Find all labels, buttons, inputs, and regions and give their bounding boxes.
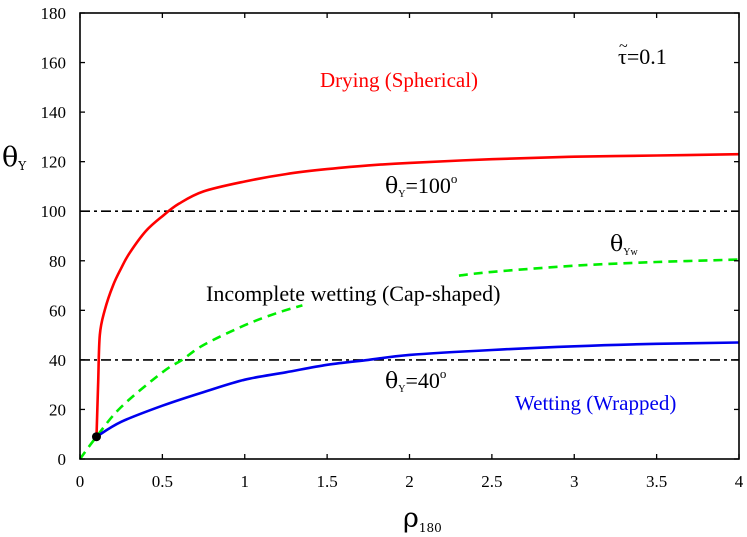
series-wetting-boundary xyxy=(95,341,740,438)
y-tick-label: 60 xyxy=(49,301,66,320)
series-theta-yw xyxy=(458,258,740,277)
axis-titles: θY ρ180 xyxy=(2,142,442,535)
x-axis-title: ρ180 xyxy=(403,503,442,535)
y-tick-label: 100 xyxy=(41,202,67,221)
y-tick-label: 120 xyxy=(41,153,67,172)
series-drying-boundary xyxy=(95,152,740,437)
annotation-theta100: θY=100o xyxy=(385,171,457,200)
annotation-incomplete: Incomplete wetting (Cap-shaped) xyxy=(206,281,500,306)
x-tick-label: 1.5 xyxy=(317,472,338,491)
y-axis-title: θY xyxy=(2,142,27,173)
y-tick-label: 180 xyxy=(41,4,67,23)
y-tick-label: 40 xyxy=(49,351,66,370)
tick-labels: 0 0.5 1 1.5 2 2.5 3 3.5 402040608010012014016018… xyxy=(41,4,744,491)
y-tick-label: 20 xyxy=(49,400,66,419)
annotation-tau: τ=0.1 xyxy=(618,44,667,69)
x-tick-label: 0 xyxy=(76,472,85,491)
x-tick-label: 1 xyxy=(241,472,250,491)
y-tick-label: 80 xyxy=(49,252,66,271)
series-layer xyxy=(78,152,740,460)
y-tick-label: 0 xyxy=(58,450,67,469)
x-tick-label: 2.5 xyxy=(481,472,502,491)
x-tick-label: 4 xyxy=(735,472,744,491)
y-tick-label: 160 xyxy=(41,54,67,73)
annotations: Drying (Spherical) τ=0.1~ θY=100o θYw Incomp… xyxy=(206,38,676,415)
x-tick-label: 0.5 xyxy=(152,472,173,491)
tilde-accent: ~ xyxy=(619,38,628,55)
annotation-drying: Drying (Spherical) xyxy=(320,68,478,92)
axes-layer xyxy=(79,12,740,460)
annotation-wetting: Wetting (Wrapped) xyxy=(515,391,676,415)
series-theta-yw xyxy=(78,304,303,460)
x-tick-label: 3.5 xyxy=(646,472,667,491)
annotation-theta40: θY=40o xyxy=(385,366,446,395)
annotation-thetaYw: θYw xyxy=(610,232,638,258)
x-tick-label: 2 xyxy=(405,472,414,491)
y-tick-label: 140 xyxy=(41,103,67,122)
triple-point xyxy=(91,432,101,442)
x-tick-label: 3 xyxy=(570,472,579,491)
